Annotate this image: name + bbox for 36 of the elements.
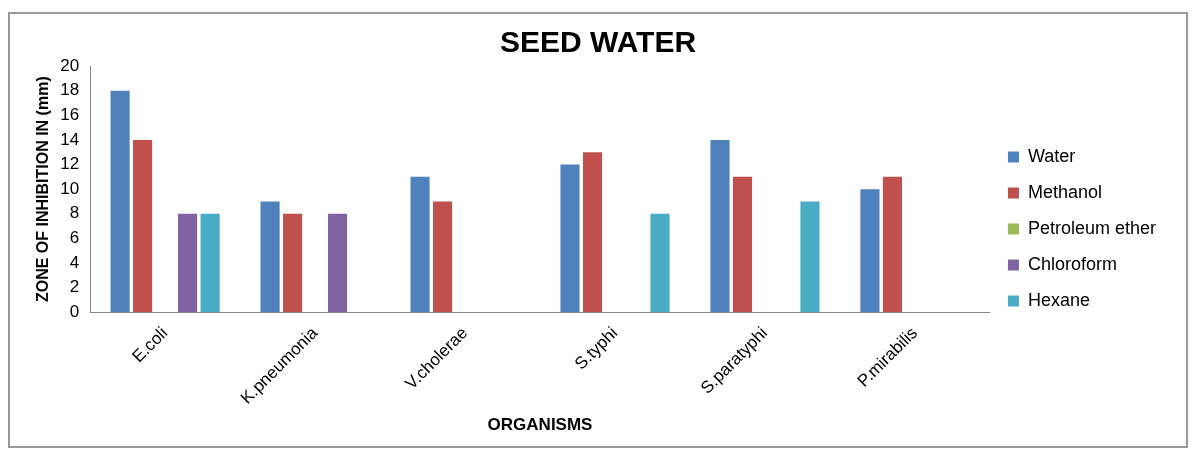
bar	[732, 176, 753, 313]
bar	[110, 90, 130, 313]
y-tick-label: 20	[60, 55, 80, 75]
y-tick-label: 4	[69, 252, 80, 272]
chart-title: SEED WATER	[499, 25, 697, 59]
legend-label: Chloroform	[1027, 253, 1117, 274]
bar	[200, 213, 220, 313]
y-tick-label: 0	[69, 302, 80, 322]
y-tick-label: 18	[60, 80, 80, 100]
y-axis-title: ZONE OF INHIBITION IN (mm)	[34, 76, 52, 303]
y-tick-label: 12	[60, 154, 80, 174]
bar	[882, 176, 903, 313]
y-tick-label: 6	[69, 228, 80, 248]
bar	[410, 176, 430, 313]
legend-label: Petroleum ether	[1027, 217, 1157, 238]
y-tick-label: 2	[69, 277, 80, 297]
bar	[650, 213, 670, 313]
y-tick-label: 16	[60, 104, 80, 124]
bar	[328, 213, 348, 313]
y-tick-label: 8	[69, 203, 80, 223]
bar	[432, 201, 453, 313]
bar	[133, 139, 153, 313]
bar	[582, 152, 603, 313]
bar	[710, 139, 730, 313]
y-tick-label: 14	[60, 129, 80, 149]
y-tick-label: 10	[60, 178, 80, 198]
bar	[860, 189, 880, 313]
legend-label: Hexane	[1027, 289, 1090, 310]
legend-label: Methanol	[1027, 181, 1102, 202]
x-axis-title: ORGANISMS	[487, 415, 593, 435]
bar	[560, 164, 580, 313]
bar	[800, 201, 820, 313]
bar	[260, 201, 280, 313]
bar	[283, 213, 303, 313]
legend-label: Water	[1027, 145, 1076, 166]
bar	[178, 213, 198, 313]
